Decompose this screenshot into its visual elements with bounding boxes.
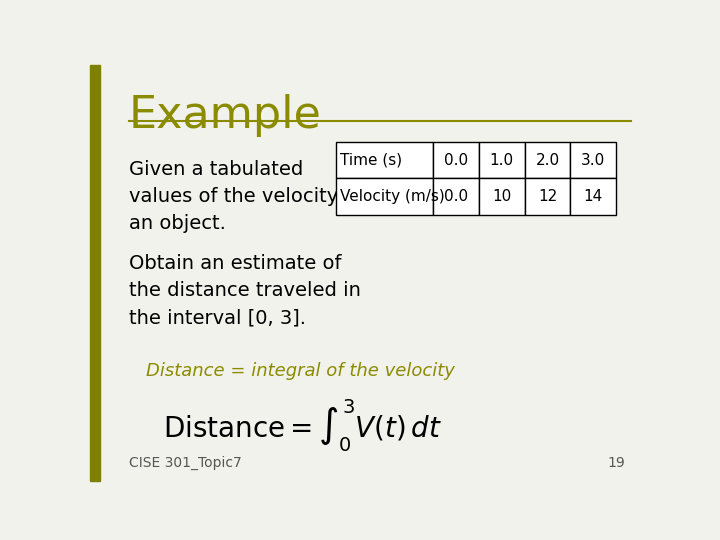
Text: 3.0: 3.0 [581,152,606,167]
Text: 14: 14 [584,189,603,204]
Text: Obtain an estimate of: Obtain an estimate of [129,254,341,273]
Text: Velocity (m/s): Velocity (m/s) [340,189,445,204]
Text: Time (s): Time (s) [340,152,402,167]
Text: an object.: an object. [129,214,226,233]
Bar [336,141,433,178]
Text: 1.0: 1.0 [490,152,514,167]
Text: the interval [0, 3].: the interval [0, 3]. [129,308,306,327]
Bar [479,178,525,215]
Bar [570,178,616,215]
Bar [479,141,525,178]
Text: 19: 19 [608,456,626,470]
Text: $\mathrm{Distance} = \int_0^3 V(t)\, dt$: $\mathrm{Distance} = \int_0^3 V(t)\, dt$ [163,397,442,454]
Text: 0.0: 0.0 [444,189,468,204]
Bar [525,141,570,178]
Bar [433,141,479,178]
Text: 0.0: 0.0 [444,152,468,167]
Text: 12: 12 [538,189,557,204]
Bar [90,65,100,481]
Text: Example: Example [129,94,322,137]
Bar [570,141,616,178]
Text: 10: 10 [492,189,511,204]
Text: the distance traveled in: the distance traveled in [129,281,361,300]
Bar [336,178,433,215]
Bar [433,178,479,215]
Text: 2.0: 2.0 [536,152,559,167]
Text: Given a tabulated: Given a tabulated [129,160,303,179]
Text: Distance = integral of the velocity: Distance = integral of the velocity [145,362,454,380]
Bar [525,178,570,215]
Text: CISE 301_Topic7: CISE 301_Topic7 [129,456,242,470]
Text: values of the velocity of: values of the velocity of [129,187,364,206]
